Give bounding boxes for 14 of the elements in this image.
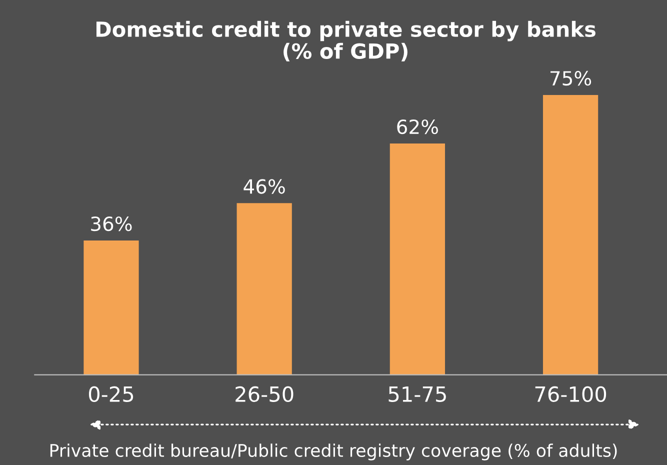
x-tick-label: 0-25 bbox=[88, 386, 134, 402]
data-label: 75% bbox=[550, 70, 592, 86]
x-tick-label: 76-100 bbox=[535, 386, 606, 402]
bar bbox=[390, 143, 445, 375]
x-tick-label: 51-75 bbox=[388, 386, 446, 402]
data-label: 36% bbox=[91, 216, 132, 232]
x-axis-title: Private credit bureau/Public credit registry coverage (% of adults) bbox=[50, 444, 617, 460]
x-tick-label: 26-50 bbox=[236, 386, 294, 402]
data-label: 62% bbox=[397, 119, 438, 134]
bar bbox=[84, 240, 139, 375]
bar bbox=[236, 203, 292, 375]
data-label: 46% bbox=[244, 179, 285, 194]
chart-title: Domestic credit to private sector by banks (% of GDP) bbox=[96, 20, 596, 62]
bar bbox=[542, 94, 598, 375]
